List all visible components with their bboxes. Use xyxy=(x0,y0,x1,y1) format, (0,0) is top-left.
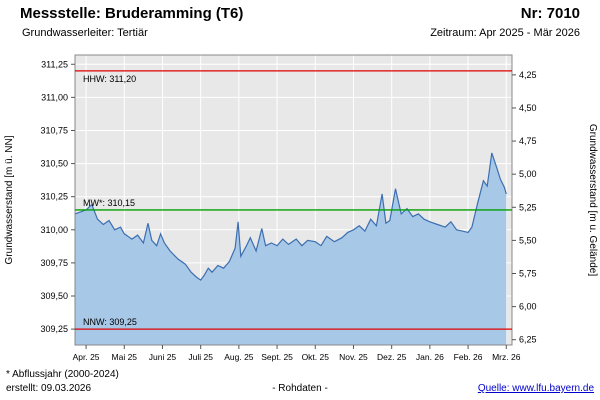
svg-text:Mrz. 26: Mrz. 26 xyxy=(492,352,521,362)
svg-text:Apr. 25: Apr. 25 xyxy=(73,352,100,362)
svg-text:5,50: 5,50 xyxy=(519,235,537,245)
svg-text:Mai 25: Mai 25 xyxy=(112,352,138,362)
svg-text:Juni 25: Juni 25 xyxy=(149,352,177,362)
svg-text:5,00: 5,00 xyxy=(519,169,537,179)
groundwater-level-chart: HHW: 311,20 MW*: 310,15 NNW: 309,25 309,25 3… xyxy=(4,54,598,362)
svg-text:4,25: 4,25 xyxy=(519,70,537,80)
svg-text:310,25: 310,25 xyxy=(40,192,68,202)
svg-text:6,25: 6,25 xyxy=(519,335,537,345)
groundwater-line xyxy=(74,152,507,281)
svg-text:309,50: 309,50 xyxy=(40,291,68,301)
svg-text:309,75: 309,75 xyxy=(40,258,68,268)
svg-text:Grundwasserstand [m u. Gelände: Grundwasserstand [m u. Gelände] xyxy=(587,124,598,277)
svg-text:Grundwasserstand [m ü. NN]: Grundwasserstand [m ü. NN] xyxy=(4,135,15,264)
svg-text:Aug. 25: Aug. 25 xyxy=(224,352,254,362)
svg-text:311,00: 311,00 xyxy=(41,92,68,102)
footnote-abflussjahr: * Abflussjahr (2000-2024) xyxy=(6,369,119,380)
svg-text:NNW: 309,25: NNW: 309,25 xyxy=(83,317,137,327)
svg-text:4,75: 4,75 xyxy=(519,136,537,146)
svg-text:310,75: 310,75 xyxy=(40,125,68,135)
svg-text:5,25: 5,25 xyxy=(519,202,537,212)
svg-text:311,25: 311,25 xyxy=(41,59,68,69)
svg-text:Sept. 25: Sept. 25 xyxy=(261,352,293,362)
aquifer-label: Grundwasserleiter: Tertiär xyxy=(22,27,148,39)
svg-text:310,50: 310,50 xyxy=(40,159,68,169)
svg-text:4,50: 4,50 xyxy=(519,103,537,113)
subheader: Grundwasserleiter: Tertiär Zeitraum: Apr… xyxy=(22,27,580,39)
station-number: Nr: 7010 xyxy=(520,5,580,22)
svg-text:309,25: 309,25 xyxy=(40,324,68,334)
source-link[interactable]: Quelle: www.lfu.bayern.de xyxy=(477,383,594,394)
svg-text:HHW: 311,20: HHW: 311,20 xyxy=(83,74,136,84)
created-date: erstellt: 09.03.2026 xyxy=(6,383,92,394)
svg-text:MW*: 310,15: MW*: 310,15 xyxy=(83,198,135,208)
svg-text:Dez. 25: Dez. 25 xyxy=(377,352,407,362)
svg-text:5,75: 5,75 xyxy=(519,268,537,278)
page-title: Messstelle: Bruderamming (T6) xyxy=(20,5,244,22)
svg-text:Feb. 26: Feb. 26 xyxy=(454,352,483,362)
header: Messstelle: Bruderamming (T6) Nr: 7010 xyxy=(20,5,580,22)
rohdaten-label: - Rohdaten - xyxy=(272,383,328,394)
svg-text:310,00: 310,00 xyxy=(40,225,68,235)
svg-text:6,00: 6,00 xyxy=(519,302,537,312)
svg-text:Jan. 26: Jan. 26 xyxy=(416,352,444,362)
svg-text:Okt. 25: Okt. 25 xyxy=(302,352,330,362)
period-label: Zeitraum: Apr 2025 - Mär 2026 xyxy=(430,27,580,39)
svg-text:Nov. 25: Nov. 25 xyxy=(339,352,368,362)
svg-text:Juli 25: Juli 25 xyxy=(188,352,213,362)
groundwater-area xyxy=(75,153,507,345)
